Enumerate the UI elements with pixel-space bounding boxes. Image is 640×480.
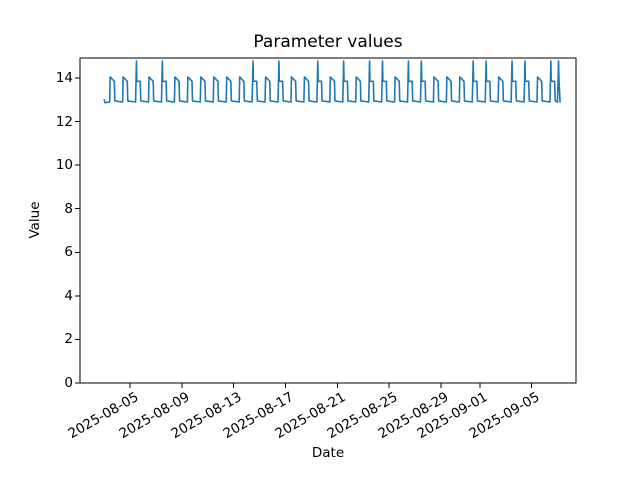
y-tick-label: 12 [55, 113, 73, 130]
y-tick-label: 8 [64, 200, 73, 217]
x-axis-label: Date [311, 445, 345, 461]
y-tick-label: 0 [64, 375, 73, 391]
y-tick-label: 4 [64, 287, 73, 304]
y-tick-label: 14 [55, 70, 73, 87]
chart-title: Parameter values [253, 32, 403, 52]
y-tick-label: 6 [64, 244, 73, 261]
data-line [103, 60, 561, 104]
y-tick-label: 10 [55, 157, 73, 174]
y-tick-label: 2 [64, 331, 73, 348]
axes-spines [79, 57, 577, 384]
